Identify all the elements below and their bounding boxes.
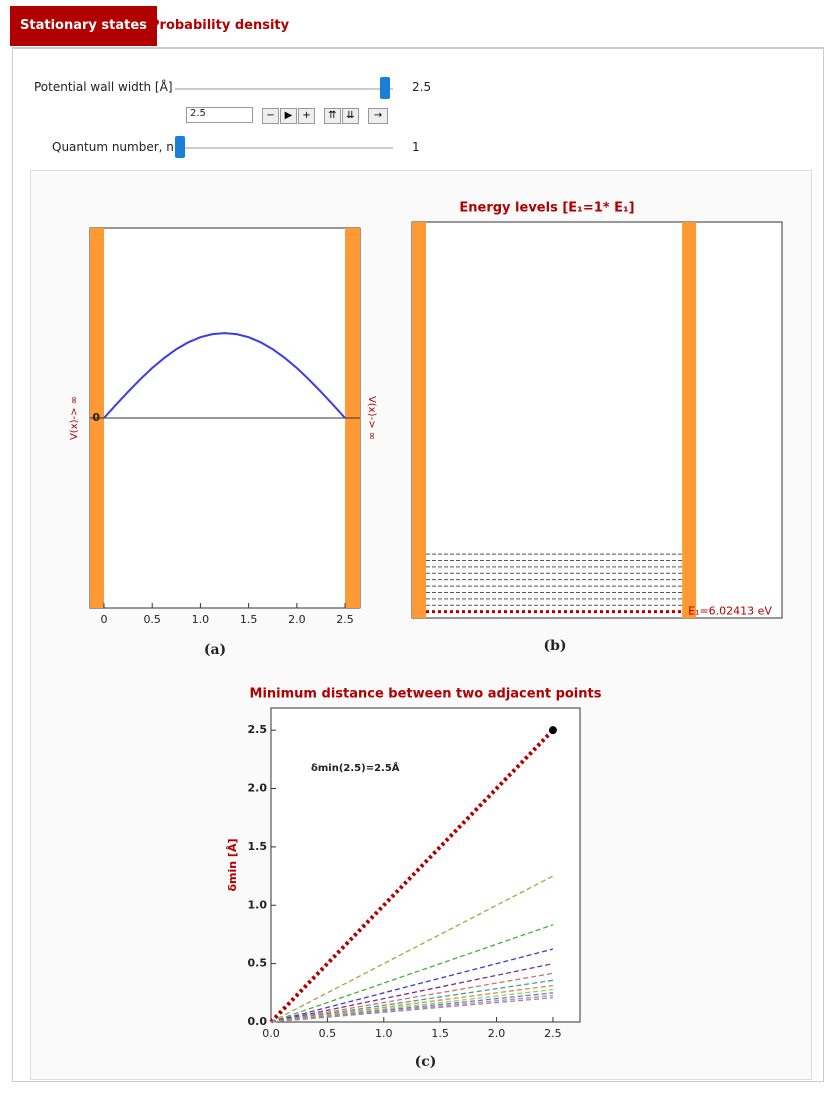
series-line (270, 948, 554, 1023)
wall-label: V(x)-> ∞ (366, 396, 377, 440)
caption: (c) (415, 1054, 437, 1070)
slider-value: 1 (412, 140, 420, 154)
slider-value: 2.5 (412, 80, 432, 94)
x-tick-label: 0.0 (262, 1027, 280, 1040)
caption: (b) (543, 638, 566, 654)
slider-label: Potential wall width [Å] (34, 80, 173, 94)
x-tick-label: 0.5 (143, 613, 161, 626)
x-tick-label: 1.5 (240, 613, 258, 626)
panel (12, 47, 824, 1082)
y-tick-label: 2.5 (248, 723, 268, 736)
annotation: δmin(2.5)=2.5Å (311, 761, 400, 774)
chart-title: Minimum distance between two adjacent po… (250, 687, 602, 702)
y-tick-label: 0 (92, 411, 100, 424)
point (548, 726, 557, 735)
slider-knob[interactable] (175, 136, 185, 158)
series-line (270, 875, 554, 1023)
slider-label: Quantum number, n (52, 140, 174, 154)
x-tick-label: 2.0 (488, 1027, 506, 1040)
input[interactable]: 2.5 (186, 107, 253, 123)
annotation: E₁=6.02413 eV (688, 605, 772, 618)
x-tick-label: 2.5 (336, 613, 354, 626)
y-tick-label: 2.0 (248, 782, 268, 795)
button[interactable]: ▶ (280, 108, 297, 124)
x-tick-label: 1.0 (192, 613, 210, 626)
series-line (270, 924, 554, 1023)
y-tick-label: 0.0 (248, 1015, 268, 1028)
caption: (a) (204, 642, 226, 658)
x-tick-label: 0 (100, 613, 107, 626)
tab[interactable]: Probability density (150, 18, 290, 33)
wall (412, 222, 426, 618)
button[interactable]: − (262, 108, 279, 124)
series-line (270, 988, 554, 1023)
series-line (270, 992, 554, 1023)
plot-frame (411, 221, 783, 619)
y-axis-label: δmin [Å] (226, 838, 239, 891)
series-line (269, 728, 555, 1024)
y-tick-label: 1.5 (248, 840, 268, 853)
x-tick-label: 2.5 (544, 1027, 562, 1040)
y-tick-label: 1.0 (248, 898, 268, 911)
slider-track[interactable] (175, 147, 393, 149)
button[interactable]: ⇊ (342, 108, 359, 124)
series-line (270, 984, 554, 1023)
x-tick-label: 1.5 (431, 1027, 449, 1040)
slider-knob[interactable] (380, 77, 390, 99)
x-tick-label: 2.0 (288, 613, 306, 626)
series-line (270, 997, 553, 1023)
x-tick-label: 1.0 (375, 1027, 393, 1040)
x-tick-label: 0.5 (319, 1027, 337, 1040)
tab[interactable]: Stationary states (10, 6, 157, 46)
series-line (103, 332, 346, 419)
y-tick-label: 0.5 (248, 957, 268, 970)
chart-title: Energy levels [E₁=1* E₁] (459, 201, 634, 216)
wall-label: V(x)-> ∞ (69, 396, 80, 440)
series-line (270, 994, 553, 1023)
button[interactable]: ⇈ (324, 108, 341, 124)
slider-track[interactable] (175, 88, 393, 90)
button[interactable]: + (298, 108, 315, 124)
button[interactable]: → (368, 108, 388, 124)
wall (682, 222, 697, 618)
